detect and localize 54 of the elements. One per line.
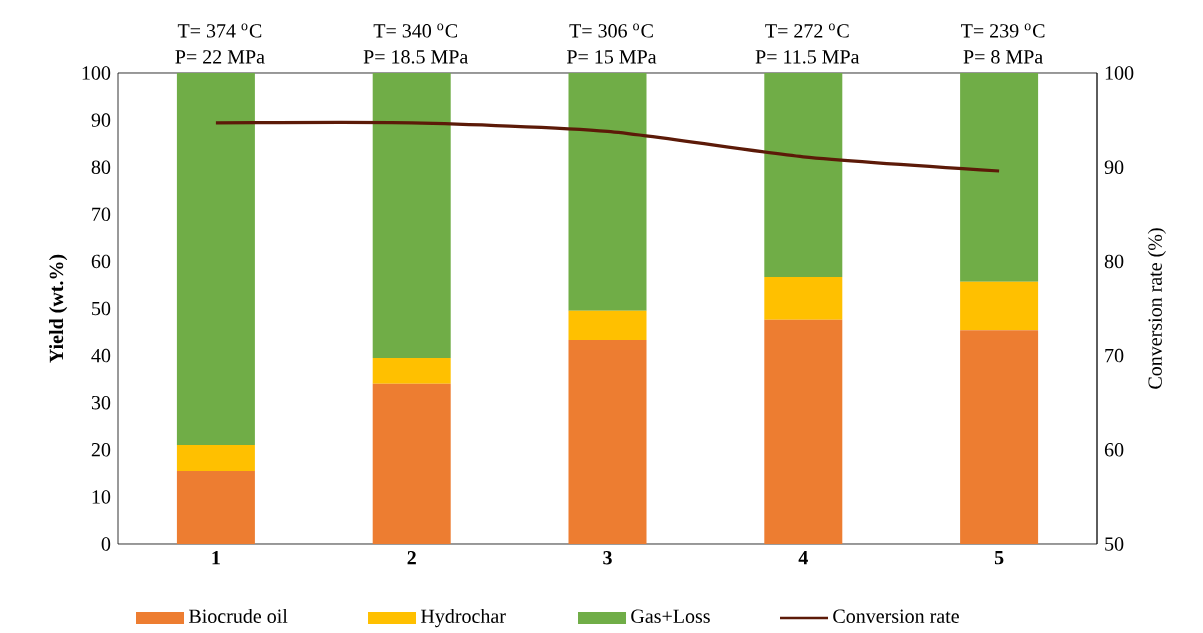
- bar: [568, 73, 647, 311]
- annotation: P= 15 MPa: [566, 50, 657, 64]
- x-tick-label: 4: [798, 551, 808, 565]
- y2-axis-title: Conversion rate (%): [1147, 228, 1166, 389]
- y2-tick-label: 60: [1104, 443, 1124, 457]
- bar: [176, 73, 255, 446]
- annotation: P= 11.5 MPa: [755, 50, 860, 64]
- bar: [764, 276, 843, 320]
- y-tick-label: 80: [91, 160, 111, 174]
- bar: [568, 310, 647, 341]
- y-tick-label: 20: [91, 443, 111, 457]
- annotation: P= 18.5 MPa: [363, 50, 469, 64]
- bar: [372, 73, 451, 358]
- bar: [176, 471, 255, 544]
- legend-label: Gas+Loss: [631, 609, 710, 623]
- x-tick-label: 3: [603, 551, 612, 565]
- annotation: T= 272 $^{o}$C: [765, 23, 849, 38]
- legend-label: Conversion rate: [833, 609, 959, 623]
- annotation: T= 374 $^{o}$C: [177, 23, 262, 38]
- bar: [372, 383, 451, 544]
- line-series: [214, 120, 1001, 173]
- annotation: P= 22 MPa: [175, 50, 265, 64]
- y-tick-label: 60: [91, 254, 111, 269]
- bar: [960, 73, 1039, 282]
- bar: [960, 330, 1039, 544]
- legend-label: Hydrochar: [420, 608, 506, 628]
- x-tick-label: 2: [407, 551, 416, 565]
- y2-tick-label: 70: [1105, 348, 1124, 363]
- y-tick-label: 100: [82, 66, 111, 80]
- y-tick-label: 0: [101, 537, 111, 551]
- bar: [764, 319, 843, 544]
- y2-tick-label: 90: [1104, 160, 1124, 174]
- y-tick-label: 40: [91, 348, 111, 363]
- y2-tick-label: 100: [1105, 66, 1134, 80]
- x-tick-label: 5: [994, 551, 1004, 565]
- bar: [568, 340, 647, 544]
- annotation: T= 239 $^{o}$C: [961, 23, 1045, 38]
- bar: [960, 281, 1039, 331]
- y-tick-label: 30: [91, 395, 111, 410]
- y-tick-label: 70: [92, 207, 111, 222]
- y-tick-label: 50: [92, 301, 111, 316]
- y-axis-title: Yield (wt.%): [49, 254, 68, 363]
- y2-tick-label: 50: [1105, 537, 1124, 551]
- legend-label: Biocrude oil: [188, 608, 288, 623]
- y-tick-label: 90: [91, 113, 111, 127]
- x-tick-label: 1: [212, 551, 220, 565]
- annotation: T= 306 $^{o}$C: [569, 23, 653, 38]
- bar: [372, 357, 451, 384]
- y2-tick-label: 80: [1104, 254, 1124, 269]
- bar: [176, 445, 255, 471]
- y-tick-label: 10: [92, 490, 111, 504]
- bar: [764, 73, 843, 277]
- annotation: P= 8 MPa: [963, 50, 1043, 64]
- annotation: T= 340 $^{o}$C: [373, 23, 458, 38]
